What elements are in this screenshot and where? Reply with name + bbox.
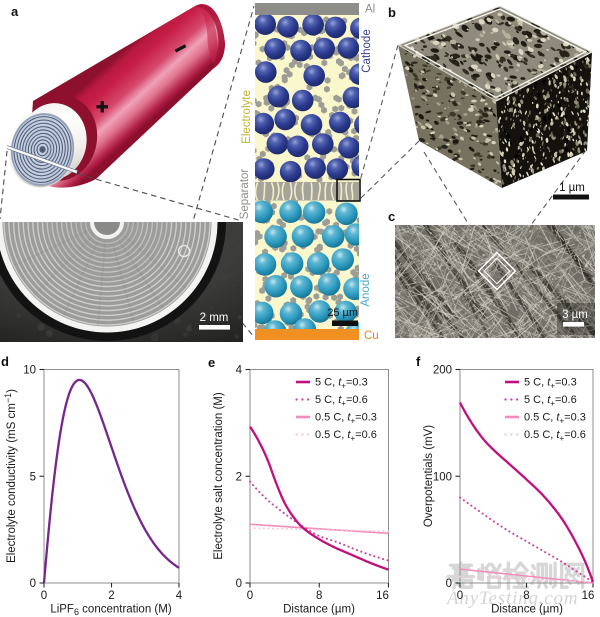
svg-text:Electrolyte: Electrolyte xyxy=(241,90,253,144)
svg-text:5 C, t+=0.6: 5 C, t+=0.6 xyxy=(315,394,368,408)
svg-text:Anode: Anode xyxy=(360,273,372,306)
svg-text:0.5 C, t+=0.3: 0.5 C, t+=0.3 xyxy=(524,412,586,426)
svg-text:LiPF6 concentration (M): LiPF6 concentration (M) xyxy=(50,604,172,617)
svg-text:100: 100 xyxy=(433,471,452,483)
svg-text:8: 8 xyxy=(523,590,529,602)
svg-text:10: 10 xyxy=(23,365,36,377)
svg-text:3 µm: 3 µm xyxy=(562,309,588,321)
svg-text:0.5 C, t+=0.6: 0.5 C, t+=0.6 xyxy=(315,429,377,443)
svg-text:Cu: Cu xyxy=(364,330,379,342)
svg-text:16: 16 xyxy=(582,590,595,602)
svg-text:AnyTesting.com: AnyTesting.com xyxy=(445,588,578,609)
svg-text:5 C, t+=0.6: 5 C, t+=0.6 xyxy=(524,394,577,408)
svg-text:Electrolyte salt concentration: Electrolyte salt concentration (M) xyxy=(213,392,225,560)
svg-text:0.5 C, t+=0.3: 0.5 C, t+=0.3 xyxy=(315,412,377,426)
svg-text:0: 0 xyxy=(236,578,242,590)
svg-text:0.5 C, t+=0.6: 0.5 C, t+=0.6 xyxy=(524,429,586,443)
svg-text:4: 4 xyxy=(176,590,183,602)
svg-text:Separator: Separator xyxy=(239,169,251,220)
svg-text:2 mm: 2 mm xyxy=(200,312,229,324)
svg-text:2: 2 xyxy=(236,471,242,483)
svg-text:200: 200 xyxy=(433,365,452,377)
svg-text:Al: Al xyxy=(365,4,375,16)
svg-text:Distance (µm): Distance (µm) xyxy=(283,604,355,616)
svg-text:2: 2 xyxy=(108,590,114,602)
svg-text:5 C, t+=0.3: 5 C, t+=0.3 xyxy=(524,377,577,391)
svg-text:0: 0 xyxy=(41,590,47,602)
svg-text:Cathode: Cathode xyxy=(361,29,373,72)
svg-text:c: c xyxy=(388,209,395,224)
svg-text:0: 0 xyxy=(247,590,253,602)
svg-text:0: 0 xyxy=(30,578,36,590)
svg-text:8: 8 xyxy=(316,590,322,602)
svg-text:0: 0 xyxy=(457,590,463,602)
svg-text:5 C, t+=0.3: 5 C, t+=0.3 xyxy=(315,377,368,391)
svg-text:4: 4 xyxy=(236,365,243,377)
svg-text:5: 5 xyxy=(30,471,36,483)
svg-text:1 µm: 1 µm xyxy=(559,182,585,194)
svg-text:16: 16 xyxy=(376,590,389,602)
svg-text:a: a xyxy=(11,4,19,19)
svg-text:Electrolyte conductivity (mS c: Electrolyte conductivity (mS cm−1) xyxy=(3,389,18,563)
svg-text:25 µm: 25 µm xyxy=(327,307,358,319)
svg-text:d: d xyxy=(1,354,9,369)
svg-text:Overpotentials (mV): Overpotentials (mV) xyxy=(423,425,435,527)
svg-text:b: b xyxy=(388,5,396,20)
svg-text:0: 0 xyxy=(446,578,452,590)
svg-text:e: e xyxy=(208,355,215,370)
svg-text:f: f xyxy=(416,354,421,369)
svg-text:Distance (µm): Distance (µm) xyxy=(491,604,563,616)
